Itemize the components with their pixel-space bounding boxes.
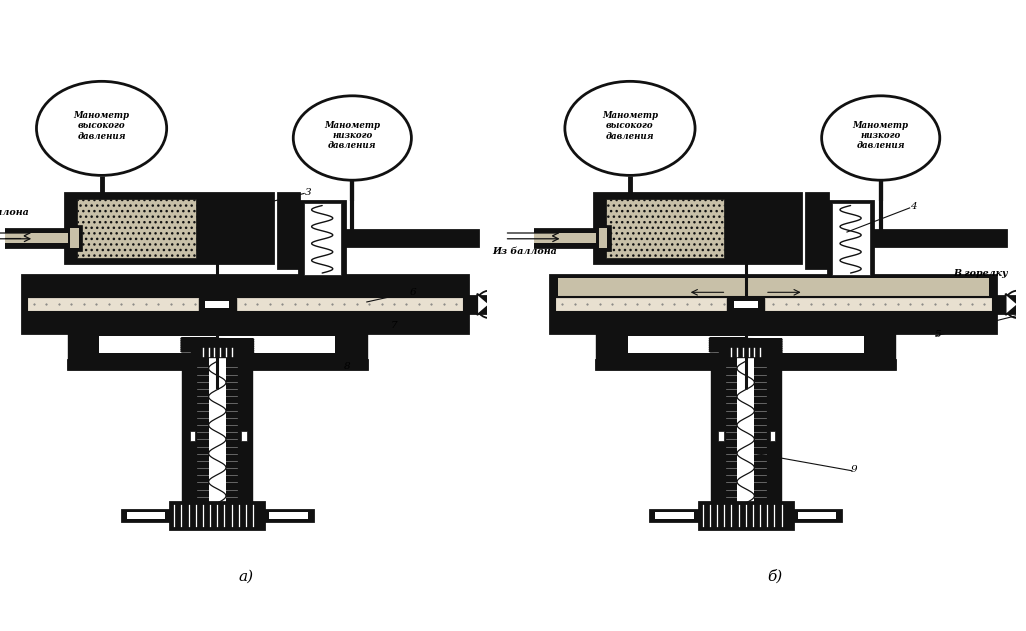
FancyBboxPatch shape <box>191 347 244 357</box>
FancyBboxPatch shape <box>719 347 773 357</box>
FancyBboxPatch shape <box>77 199 196 257</box>
FancyBboxPatch shape <box>656 512 694 519</box>
FancyBboxPatch shape <box>66 194 273 263</box>
FancyBboxPatch shape <box>205 300 230 308</box>
Polygon shape <box>240 333 366 507</box>
FancyBboxPatch shape <box>806 194 828 268</box>
FancyBboxPatch shape <box>994 296 1026 313</box>
FancyBboxPatch shape <box>594 194 801 263</box>
FancyBboxPatch shape <box>190 431 195 441</box>
Text: 6: 6 <box>409 288 416 297</box>
FancyBboxPatch shape <box>598 228 607 248</box>
FancyBboxPatch shape <box>596 225 610 251</box>
FancyBboxPatch shape <box>495 228 601 247</box>
Text: Манометр
высокого
давления: Манометр высокого давления <box>74 111 129 141</box>
FancyBboxPatch shape <box>22 276 468 333</box>
FancyBboxPatch shape <box>495 232 596 243</box>
FancyBboxPatch shape <box>199 298 236 311</box>
FancyBboxPatch shape <box>80 333 100 357</box>
FancyBboxPatch shape <box>734 300 758 308</box>
FancyBboxPatch shape <box>127 512 165 519</box>
Ellipse shape <box>293 96 411 180</box>
Polygon shape <box>489 293 503 315</box>
Polygon shape <box>1005 293 1018 315</box>
FancyBboxPatch shape <box>558 278 989 302</box>
FancyBboxPatch shape <box>0 232 68 243</box>
FancyBboxPatch shape <box>466 296 504 313</box>
FancyBboxPatch shape <box>650 510 699 521</box>
FancyBboxPatch shape <box>797 512 836 519</box>
FancyBboxPatch shape <box>605 199 724 257</box>
FancyBboxPatch shape <box>170 502 265 529</box>
FancyBboxPatch shape <box>722 357 768 507</box>
FancyBboxPatch shape <box>770 431 776 441</box>
FancyBboxPatch shape <box>873 230 1007 245</box>
FancyBboxPatch shape <box>208 357 226 507</box>
FancyBboxPatch shape <box>68 225 82 251</box>
FancyBboxPatch shape <box>737 357 754 507</box>
FancyBboxPatch shape <box>718 431 723 441</box>
FancyBboxPatch shape <box>550 276 996 333</box>
FancyBboxPatch shape <box>864 333 883 357</box>
Text: 9: 9 <box>851 465 858 474</box>
Ellipse shape <box>37 81 166 175</box>
Text: а): а) <box>239 570 253 584</box>
Text: 4: 4 <box>910 203 916 211</box>
Text: Манометр
низкого
давления: Манометр низкого давления <box>324 121 381 150</box>
FancyBboxPatch shape <box>793 510 841 521</box>
FancyBboxPatch shape <box>0 228 73 247</box>
FancyBboxPatch shape <box>70 228 79 248</box>
Text: Из баллона: Из баллона <box>492 247 557 256</box>
Polygon shape <box>768 333 895 507</box>
FancyBboxPatch shape <box>608 333 628 357</box>
Ellipse shape <box>822 96 940 180</box>
Text: 7: 7 <box>391 321 397 330</box>
FancyBboxPatch shape <box>832 203 870 276</box>
FancyBboxPatch shape <box>122 510 170 521</box>
FancyBboxPatch shape <box>699 502 793 529</box>
FancyBboxPatch shape <box>623 336 869 353</box>
FancyBboxPatch shape <box>608 333 883 357</box>
Text: 8: 8 <box>344 362 350 371</box>
FancyBboxPatch shape <box>727 298 764 311</box>
FancyBboxPatch shape <box>278 194 300 268</box>
Polygon shape <box>68 333 194 507</box>
Polygon shape <box>477 293 489 315</box>
Polygon shape <box>596 333 722 507</box>
Text: 5: 5 <box>935 330 941 339</box>
FancyBboxPatch shape <box>241 431 247 441</box>
FancyBboxPatch shape <box>265 510 313 521</box>
FancyBboxPatch shape <box>596 360 895 370</box>
FancyBboxPatch shape <box>80 333 355 357</box>
Text: Манометр
высокого
давления: Манометр высокого давления <box>602 111 658 141</box>
Text: б): б) <box>767 570 782 584</box>
FancyBboxPatch shape <box>94 336 341 353</box>
FancyBboxPatch shape <box>304 203 342 276</box>
Text: 3: 3 <box>305 188 312 197</box>
FancyBboxPatch shape <box>828 201 873 280</box>
FancyBboxPatch shape <box>555 297 991 312</box>
Ellipse shape <box>565 81 695 175</box>
Text: Манометр
низкого
давления: Манометр низкого давления <box>853 121 909 150</box>
FancyBboxPatch shape <box>27 297 463 312</box>
FancyBboxPatch shape <box>345 230 478 245</box>
FancyBboxPatch shape <box>269 512 308 519</box>
FancyBboxPatch shape <box>300 201 345 280</box>
Polygon shape <box>1018 293 1026 315</box>
Text: В горелку: В горелку <box>953 269 1008 278</box>
FancyBboxPatch shape <box>336 333 355 357</box>
FancyBboxPatch shape <box>68 360 366 370</box>
FancyBboxPatch shape <box>194 357 240 507</box>
Text: Из баллона: Из баллона <box>0 208 29 217</box>
